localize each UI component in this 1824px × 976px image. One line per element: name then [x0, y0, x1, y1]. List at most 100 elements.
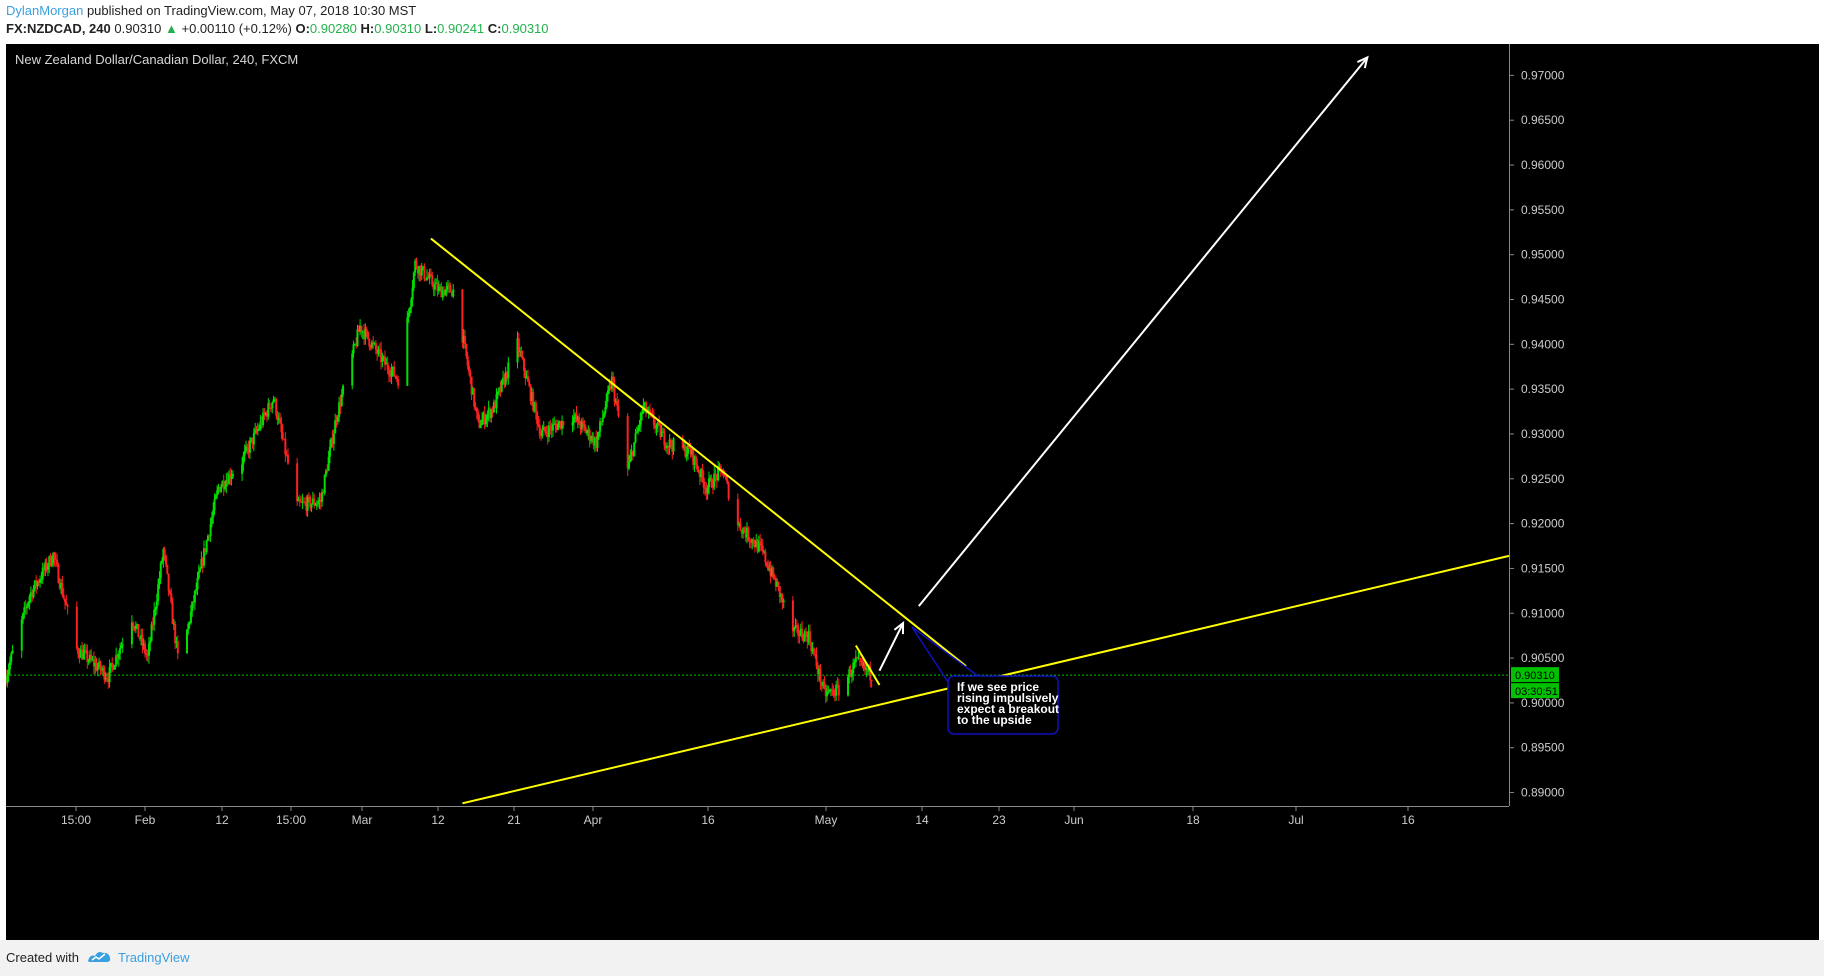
candle-body [192, 601, 195, 603]
candle-body [579, 424, 582, 429]
candle-body [740, 530, 743, 534]
candle-body [265, 412, 268, 417]
candle-body [445, 286, 448, 291]
candle-body [420, 268, 423, 276]
candle-body [446, 285, 449, 287]
candle-body [195, 589, 198, 591]
candle-body [281, 432, 284, 439]
candle-body [252, 432, 255, 445]
tradingview-logo-icon[interactable] [86, 948, 112, 966]
candle-body [525, 376, 528, 379]
candle-body [609, 385, 612, 389]
candle-body [310, 503, 313, 508]
candle-body [520, 351, 523, 357]
candle-body [719, 466, 722, 470]
candle-body [158, 578, 161, 585]
trendline-2[interactable] [855, 645, 881, 686]
candle-body [688, 445, 691, 450]
candle-body [614, 401, 617, 403]
candle-body [185, 629, 188, 654]
candle-body [176, 641, 179, 654]
candle-body [104, 678, 107, 680]
candle-body [486, 414, 489, 420]
candle-body [283, 438, 286, 440]
candle-body [144, 643, 147, 654]
chart-svg[interactable]: 0.97000 0.96500 0.96000 0.95500 0.95000 0.945… [6, 44, 1819, 940]
candle-body [188, 622, 191, 624]
candle-body [483, 413, 486, 425]
candle-body [763, 551, 766, 553]
candle-body [601, 417, 604, 423]
candle-body [57, 564, 60, 583]
candle-body [727, 483, 730, 500]
candle-body [221, 481, 224, 487]
candle-body [627, 461, 630, 469]
tradingview-brand-link[interactable]: TradingView [118, 950, 190, 965]
candle-body [849, 669, 852, 677]
candle-body [799, 628, 802, 636]
x-tick-label: 16 [701, 813, 715, 827]
open-value: 0.90280 [309, 21, 357, 36]
x-tick-label: 21 [507, 813, 521, 827]
candle-body [666, 445, 669, 449]
candle-body [155, 601, 158, 609]
x-axis-area[interactable] [6, 806, 1819, 940]
candle-body [242, 455, 245, 465]
candle-body [596, 436, 599, 449]
candle-body [630, 451, 633, 456]
candle-body [655, 425, 658, 429]
candle-body [697, 469, 700, 473]
candle-body [334, 420, 337, 434]
y-axis-area[interactable] [1509, 44, 1819, 940]
candle-body [419, 265, 422, 276]
open-label: O: [295, 21, 310, 36]
candle-body [433, 284, 436, 290]
trendline-0[interactable] [430, 237, 967, 667]
candle-body [248, 440, 251, 453]
candle-body [507, 362, 510, 379]
candle-body [801, 628, 804, 638]
author-link[interactable]: DylanMorgan [6, 3, 84, 18]
candle-body [369, 346, 372, 348]
candle-body [638, 424, 641, 428]
candle-body [210, 517, 213, 525]
arrow-line-3[interactable] [878, 622, 904, 672]
candle-body [578, 416, 581, 425]
candle-body [431, 275, 434, 285]
candle-body [477, 412, 480, 420]
candle-body [133, 626, 136, 630]
candle-body [138, 637, 141, 640]
candle-body [427, 276, 430, 279]
candle-body [31, 592, 34, 598]
candle-body [319, 499, 322, 502]
candle-body [250, 437, 253, 441]
candle-body [245, 446, 248, 452]
arrow-line-4[interactable] [918, 56, 1369, 607]
candle-body [815, 654, 818, 667]
candle-body [99, 661, 102, 671]
candle-body [561, 421, 564, 429]
candle-body [504, 372, 507, 385]
candle-body [414, 260, 417, 273]
candle-body [549, 425, 552, 429]
candle-body [103, 667, 106, 680]
chart-panel[interactable]: 0.97000 0.96500 0.96000 0.95500 0.95000 0.945… [6, 44, 1819, 940]
candle-body [436, 282, 439, 292]
candle-body [662, 431, 665, 433]
callout-box[interactable] [947, 675, 1059, 735]
candle-body [120, 645, 123, 648]
candle-body [35, 580, 38, 587]
candle-body [723, 475, 726, 477]
candle-body [81, 649, 84, 660]
candle-body [307, 496, 310, 498]
candle-body [586, 432, 589, 434]
candle-body [530, 392, 533, 402]
candle-body [411, 287, 414, 300]
candle-body [386, 362, 389, 370]
candle-body [704, 487, 707, 489]
candle-body [714, 473, 717, 476]
candle-body [639, 413, 642, 425]
candle-body [305, 502, 308, 511]
candle-body [805, 631, 808, 635]
candle-body [58, 582, 61, 589]
